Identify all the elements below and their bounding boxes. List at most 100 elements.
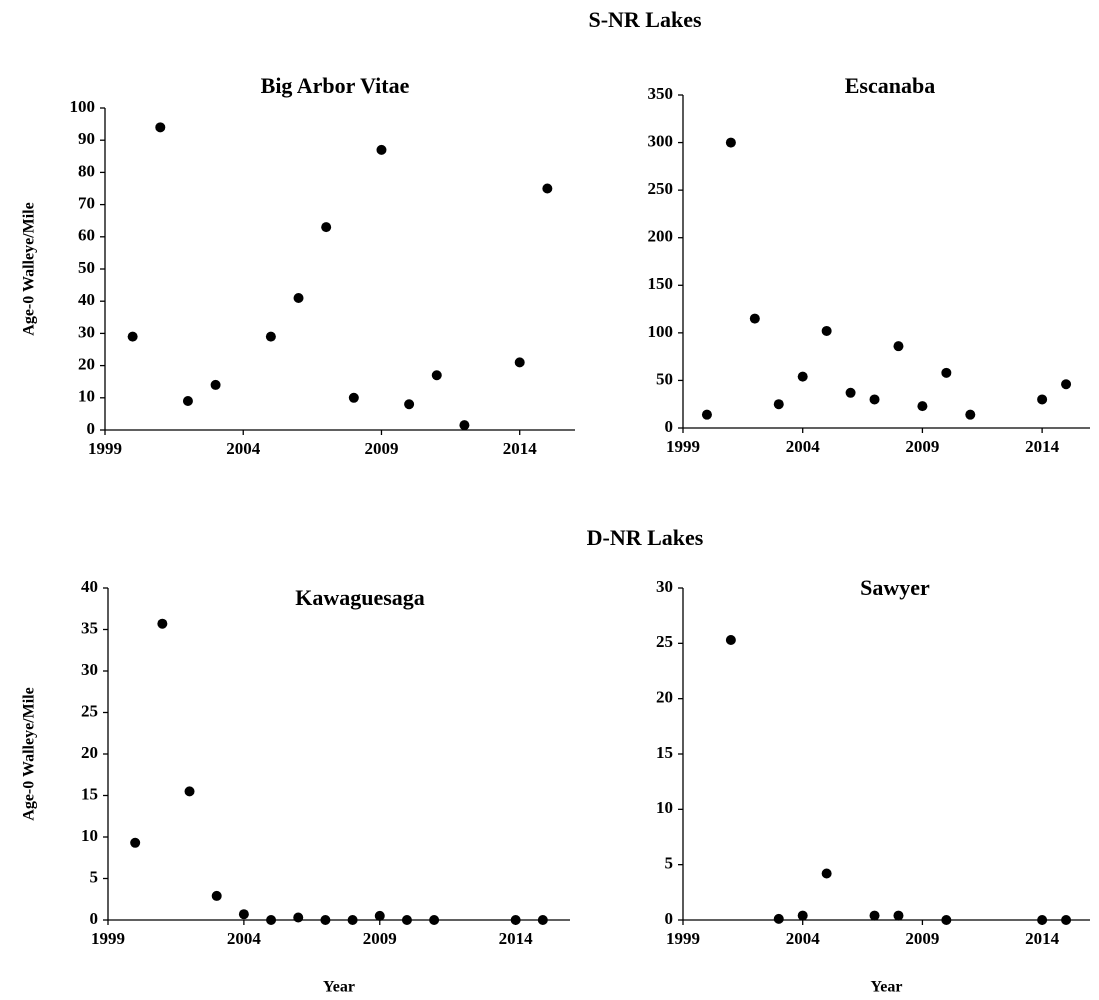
y-tick-label: 20 bbox=[81, 743, 98, 762]
data-point bbox=[210, 379, 221, 390]
data-point bbox=[893, 910, 904, 921]
data-point bbox=[869, 394, 880, 405]
x-tick-label: 2004 bbox=[226, 439, 261, 458]
y-axis-label: Age-0 Walleye/Mile bbox=[21, 687, 38, 820]
x-tick-label: 2009 bbox=[363, 929, 397, 948]
data-point bbox=[725, 635, 736, 646]
y-tick-label: 15 bbox=[656, 743, 673, 762]
section-heading: S-NR Lakes bbox=[588, 7, 702, 32]
y-tick-label: 100 bbox=[648, 322, 674, 341]
y-axis-label: Age-0 Walleye/Mile bbox=[21, 202, 38, 335]
data-point bbox=[537, 915, 548, 925]
x-tick-label: 2014 bbox=[1025, 437, 1060, 456]
x-tick-label: 1999 bbox=[91, 929, 125, 948]
section-heading: D-NR Lakes bbox=[587, 525, 704, 550]
data-point bbox=[182, 396, 193, 407]
data-point bbox=[797, 371, 808, 382]
data-point bbox=[1037, 915, 1048, 925]
data-point bbox=[965, 409, 976, 420]
y-tick-label: 0 bbox=[665, 417, 674, 436]
y-tick-label: 5 bbox=[665, 854, 674, 873]
y-tick-label: 200 bbox=[648, 227, 674, 246]
data-point bbox=[374, 910, 385, 921]
y-tick-label: 0 bbox=[90, 909, 99, 928]
chart-title: Kawaguesaga bbox=[295, 585, 425, 610]
data-point bbox=[797, 910, 808, 921]
data-point bbox=[293, 912, 304, 923]
y-tick-label: 10 bbox=[81, 826, 98, 845]
y-tick-label: 15 bbox=[81, 784, 98, 803]
y-tick-label: 10 bbox=[656, 798, 673, 817]
data-point bbox=[725, 137, 736, 148]
x-axis-label: Year bbox=[871, 979, 903, 996]
data-point bbox=[941, 915, 952, 925]
y-tick-label: 70 bbox=[78, 194, 95, 213]
y-tick-label: 20 bbox=[656, 688, 673, 707]
y-tick-label: 40 bbox=[78, 290, 95, 309]
data-point bbox=[321, 222, 332, 233]
data-point bbox=[514, 357, 525, 368]
data-point bbox=[869, 910, 880, 921]
y-tick-label: 90 bbox=[78, 129, 95, 148]
y-tick-label: 40 bbox=[81, 577, 98, 596]
data-point bbox=[1061, 379, 1072, 390]
data-point bbox=[320, 915, 331, 925]
data-point bbox=[293, 292, 304, 303]
x-tick-label: 2014 bbox=[503, 439, 538, 458]
x-tick-label: 1999 bbox=[88, 439, 122, 458]
chart-title: Escanaba bbox=[845, 73, 935, 98]
x-tick-label: 1999 bbox=[666, 929, 700, 948]
y-tick-label: 0 bbox=[87, 419, 96, 438]
data-point bbox=[429, 915, 440, 925]
x-tick-label: 1999 bbox=[666, 437, 700, 456]
data-point bbox=[184, 786, 195, 797]
y-tick-label: 5 bbox=[90, 867, 99, 886]
x-tick-label: 2004 bbox=[227, 929, 262, 948]
data-point bbox=[1037, 394, 1048, 405]
data-point bbox=[130, 837, 141, 848]
y-tick-label: 80 bbox=[78, 161, 95, 180]
data-point bbox=[821, 325, 832, 336]
y-tick-label: 60 bbox=[78, 226, 95, 245]
data-point bbox=[749, 313, 760, 324]
chart-title: Sawyer bbox=[860, 575, 930, 600]
y-tick-label: 35 bbox=[81, 618, 98, 637]
y-tick-label: 25 bbox=[81, 701, 98, 720]
y-tick-label: 30 bbox=[78, 322, 95, 341]
data-point bbox=[347, 915, 358, 925]
data-point bbox=[845, 387, 856, 398]
x-tick-label: 2009 bbox=[905, 929, 939, 948]
data-point bbox=[821, 868, 832, 879]
data-point bbox=[155, 122, 166, 133]
y-tick-label: 50 bbox=[656, 369, 673, 388]
data-point bbox=[510, 915, 521, 925]
data-point bbox=[265, 331, 276, 342]
data-point bbox=[542, 183, 553, 194]
data-point bbox=[773, 913, 784, 924]
data-point bbox=[941, 367, 952, 378]
x-tick-label: 2009 bbox=[905, 437, 939, 456]
data-point bbox=[211, 890, 222, 901]
x-tick-label: 2014 bbox=[1025, 929, 1060, 948]
data-point bbox=[773, 399, 784, 410]
data-point bbox=[893, 341, 904, 352]
y-tick-label: 350 bbox=[648, 84, 674, 103]
y-tick-label: 20 bbox=[78, 355, 95, 374]
data-point bbox=[127, 331, 138, 342]
data-point bbox=[1061, 915, 1072, 925]
data-point bbox=[701, 409, 712, 420]
y-tick-label: 50 bbox=[78, 258, 95, 277]
chart-title: Big Arbor Vitae bbox=[261, 73, 410, 98]
y-tick-label: 10 bbox=[78, 387, 95, 406]
data-point bbox=[401, 915, 412, 925]
data-point bbox=[431, 370, 442, 381]
x-axis-label: Year bbox=[323, 979, 355, 996]
x-tick-label: 2014 bbox=[499, 929, 534, 948]
x-tick-label: 2009 bbox=[364, 439, 398, 458]
y-tick-label: 250 bbox=[648, 179, 674, 198]
data-point bbox=[459, 420, 470, 431]
data-point bbox=[238, 909, 249, 920]
y-tick-label: 30 bbox=[81, 660, 98, 679]
data-point bbox=[157, 618, 168, 629]
